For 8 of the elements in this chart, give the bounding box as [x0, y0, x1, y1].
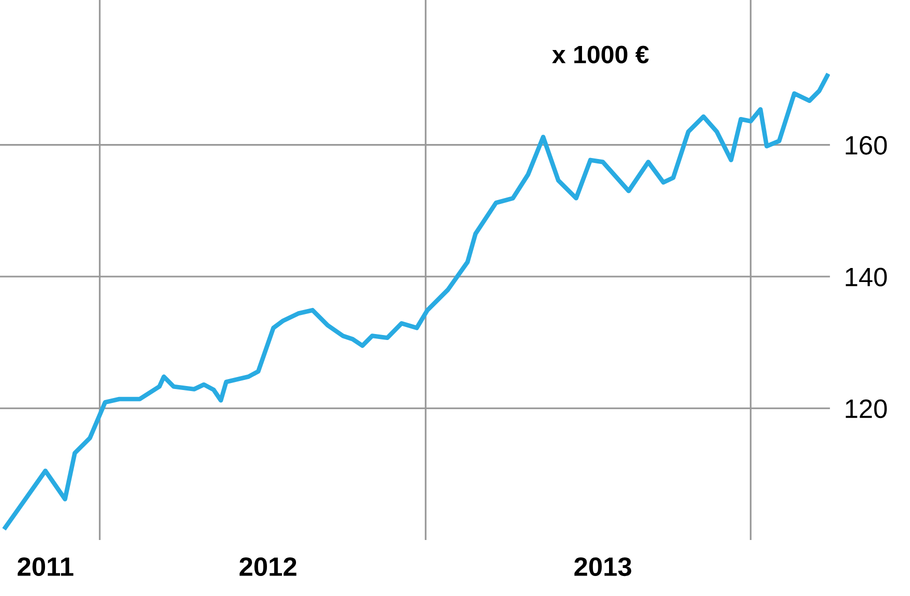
y-tick-label: 140 — [846, 268, 887, 286]
x-tick-label: 2011 — [18, 557, 74, 576]
x-tick-label: 2012 — [240, 557, 296, 576]
y-tick-label: 160 — [846, 136, 887, 155]
x-tick-label: 2013 — [574, 557, 632, 576]
line-series — [3, 74, 830, 530]
y-tick-label: 120 — [846, 399, 887, 418]
annotation: x 1000 € — [552, 46, 649, 64]
